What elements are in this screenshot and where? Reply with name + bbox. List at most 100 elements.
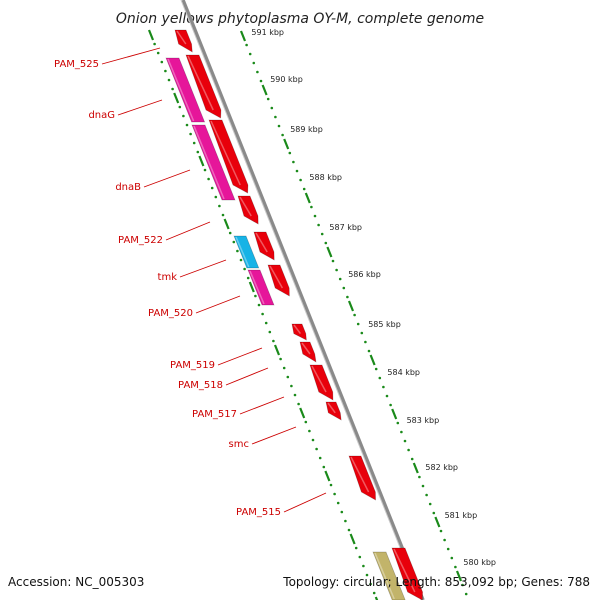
gene-forward[interactable]: [237, 195, 259, 225]
gene-other[interactable]: [372, 551, 406, 600]
outer-tick-dot: [248, 52, 252, 56]
inner-tick-dot: [304, 420, 308, 424]
outer-tick-dot: [410, 457, 414, 461]
gene-forward[interactable]: [391, 547, 423, 600]
gene-forward[interactable]: [325, 401, 342, 421]
inner-tick-dash: [198, 155, 205, 167]
gene-reverse-alt[interactable]: [233, 235, 260, 269]
inner-tick-dash: [374, 596, 379, 600]
outer-tick-dash: [261, 84, 268, 96]
outer-tick-dash: [391, 408, 398, 420]
inner-tick-dot: [369, 582, 372, 586]
inner-tick-dot: [286, 375, 290, 379]
outer-tick-dot: [299, 178, 302, 182]
topology-text: Topology: circular; Length: 853,092 bp; …: [282, 575, 590, 589]
inner-tick-dot: [257, 303, 261, 307]
outer-tick-ring: [239, 30, 468, 596]
inner-tick-dot: [228, 231, 232, 235]
inner-tick-dash: [223, 218, 230, 230]
inner-tick-dot: [340, 510, 344, 514]
outer-tick-dash: [412, 462, 419, 474]
inner-tick-dot: [167, 78, 171, 82]
outer-tick-dot: [407, 448, 410, 452]
label-leader-line: [165, 221, 211, 241]
inner-tick-dot: [164, 69, 167, 73]
kbp-label: 582 kbp: [425, 463, 458, 472]
accession-text: Accession: NC_005303: [8, 575, 144, 589]
inner-tick-dot: [372, 591, 376, 595]
inner-tick-dot: [232, 240, 236, 244]
kbp-label: 588 kbp: [309, 173, 342, 182]
inner-tick-dot: [365, 573, 369, 577]
inner-tick-dot: [189, 132, 192, 136]
outer-tick-dot: [252, 61, 256, 65]
gene-label: dnaB: [115, 182, 141, 193]
kbp-scale: 591 kbp 590 kbp 589 kbp 588 kbp 587 kbp 586 k…: [251, 28, 496, 567]
kbp-label: 583 kbp: [407, 416, 440, 425]
inner-tick-dot: [279, 357, 282, 361]
inner-tick-dot: [156, 51, 160, 55]
outer-tick-dot: [428, 502, 432, 506]
gene-forward[interactable]: [267, 264, 290, 297]
outer-tick-dot: [446, 547, 450, 551]
label-leader-line: [283, 492, 327, 513]
gene-forward-shine: [269, 265, 284, 289]
genome-backbone: [181, 0, 425, 600]
gene-reverse[interactable]: [247, 269, 275, 306]
gene-forward[interactable]: [253, 231, 275, 261]
gene-forward[interactable]: [174, 29, 193, 53]
gene-forward[interactable]: [309, 364, 334, 401]
backbone-highlight: [180, 0, 422, 600]
inner-tick-dot: [362, 564, 365, 568]
gene-label: PAM_517: [192, 409, 237, 420]
inner-tick-dot: [322, 465, 326, 469]
inner-tick-dot: [336, 501, 340, 505]
gene-forward[interactable]: [348, 455, 376, 501]
gene-forward-shine: [350, 456, 370, 493]
outer-tick-dot: [288, 151, 292, 155]
gene-forward[interactable]: [299, 341, 317, 363]
gene-reverse[interactable]: [165, 57, 206, 123]
inner-tick-dot: [347, 528, 351, 532]
inner-tick-dot: [182, 114, 185, 118]
gene-forward[interactable]: [185, 54, 222, 119]
gene-track: [165, 29, 423, 600]
inner-tick-dot: [261, 312, 264, 316]
gene-label: PAM_519: [170, 360, 215, 371]
gene-forward-shine: [293, 324, 302, 335]
kbp-label: 584 kbp: [387, 368, 420, 377]
inner-tick-dot: [185, 123, 189, 127]
outer-tick-dot: [245, 43, 248, 47]
gene-forward-shine: [187, 55, 214, 111]
inner-tick-dash: [299, 407, 306, 419]
gene-forward[interactable]: [291, 323, 307, 341]
kbp-label: 587 kbp: [329, 223, 362, 232]
label-leader-line: [117, 99, 163, 116]
gene-label: smc: [229, 439, 249, 450]
gene-reverse-shine: [249, 270, 265, 305]
inner-tick-dot: [268, 330, 272, 334]
inner-tick-dot: [207, 177, 210, 181]
inner-tick-dot: [354, 546, 358, 550]
gene-reverse[interactable]: [191, 124, 236, 201]
inner-tick-dot: [293, 393, 297, 397]
gene-forward[interactable]: [208, 119, 249, 194]
outer-tick-dot: [324, 241, 328, 245]
label-leader-line: [195, 295, 241, 314]
outer-tick-dot: [421, 484, 425, 488]
gene-label: PAM_525: [54, 59, 99, 70]
outer-tick-dot: [274, 115, 277, 119]
inner-tick-dot: [243, 267, 246, 271]
inner-tick-dot: [171, 87, 174, 91]
outer-tick-dot: [331, 259, 335, 263]
inner-tick-dash: [324, 470, 331, 482]
inner-tick-dot: [264, 321, 268, 325]
gene-forward-shine: [239, 196, 252, 217]
inner-tick-dot: [153, 42, 156, 46]
outer-tick-dot: [353, 313, 356, 317]
label-leader-line: [217, 347, 263, 366]
label-leader-line: [179, 259, 227, 278]
outer-tick-dot: [400, 430, 403, 434]
inner-tick-dot: [160, 60, 164, 64]
